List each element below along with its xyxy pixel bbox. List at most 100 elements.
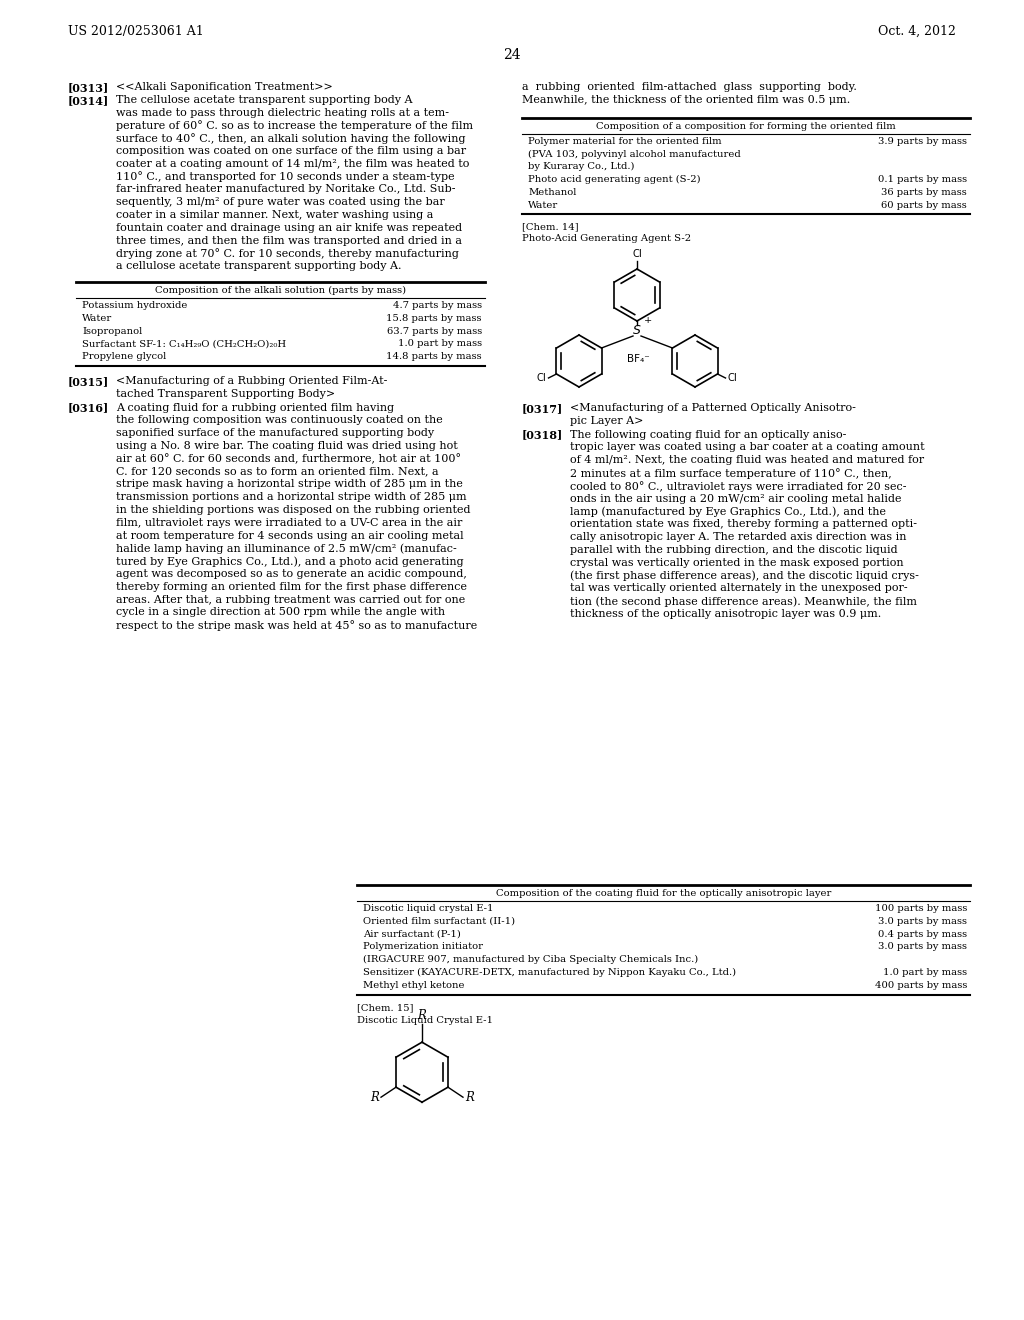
Text: Discotic Liquid Crystal E-1: Discotic Liquid Crystal E-1	[357, 1016, 493, 1026]
Text: Air surfactant (P-1): Air surfactant (P-1)	[362, 929, 461, 939]
Text: [0313]: [0313]	[68, 82, 110, 92]
Text: Water: Water	[528, 201, 558, 210]
Text: 3.9 parts by mass: 3.9 parts by mass	[878, 136, 967, 145]
Text: A coating fluid for a rubbing oriented film having: A coating fluid for a rubbing oriented f…	[116, 403, 394, 413]
Text: far-infrared heater manufactured by Noritake Co., Ltd. Sub-: far-infrared heater manufactured by Nori…	[116, 185, 456, 194]
Text: areas. After that, a rubbing treatment was carried out for one: areas. After that, a rubbing treatment w…	[116, 594, 465, 605]
Text: agent was decomposed so as to generate an acidic compound,: agent was decomposed so as to generate a…	[116, 569, 467, 579]
Text: onds in the air using a 20 mW/cm² air cooling metal halide: onds in the air using a 20 mW/cm² air co…	[570, 494, 901, 504]
Text: a cellulose acetate transparent supporting body A.: a cellulose acetate transparent supporti…	[116, 261, 401, 271]
Text: Polymer material for the oriented film: Polymer material for the oriented film	[528, 136, 722, 145]
Text: coater in a similar manner. Next, water washing using a: coater in a similar manner. Next, water …	[116, 210, 433, 220]
Text: at room temperature for 4 seconds using an air cooling metal: at room temperature for 4 seconds using …	[116, 531, 464, 541]
Text: Meanwhile, the thickness of the oriented film was 0.5 μm.: Meanwhile, the thickness of the oriented…	[522, 95, 850, 104]
Text: respect to the stripe mask was held at 45° so as to manufacture: respect to the stripe mask was held at 4…	[116, 620, 477, 631]
Text: orientation state was fixed, thereby forming a patterned opti-: orientation state was fixed, thereby for…	[570, 519, 918, 529]
Text: S: S	[633, 325, 641, 338]
Text: Water: Water	[82, 314, 113, 323]
Text: halide lamp having an illuminance of 2.5 mW/cm² (manufac-: halide lamp having an illuminance of 2.5…	[116, 544, 457, 554]
Text: 3.0 parts by mass: 3.0 parts by mass	[878, 942, 967, 952]
Text: [0318]: [0318]	[522, 429, 563, 441]
Text: 4.7 parts by mass: 4.7 parts by mass	[393, 301, 482, 310]
Text: in the shielding portions was disposed on the rubbing oriented: in the shielding portions was disposed o…	[116, 506, 470, 515]
Text: [0315]: [0315]	[68, 376, 110, 387]
Text: Discotic liquid crystal E-1: Discotic liquid crystal E-1	[362, 904, 494, 913]
Text: drying zone at 70° C. for 10 seconds, thereby manufacturing: drying zone at 70° C. for 10 seconds, th…	[116, 248, 459, 259]
Text: fountain coater and drainage using an air knife was repeated: fountain coater and drainage using an ai…	[116, 223, 462, 232]
Text: 36 parts by mass: 36 parts by mass	[882, 187, 967, 197]
Text: 0.1 parts by mass: 0.1 parts by mass	[878, 176, 967, 183]
Text: Potassium hydroxide: Potassium hydroxide	[82, 301, 187, 310]
Text: tached Transparent Supporting Body>: tached Transparent Supporting Body>	[116, 389, 335, 399]
Text: using a No. 8 wire bar. The coating fluid was dried using hot: using a No. 8 wire bar. The coating flui…	[116, 441, 458, 451]
Text: The cellulose acetate transparent supporting body A: The cellulose acetate transparent suppor…	[116, 95, 413, 104]
Text: BF₄⁻: BF₄⁻	[627, 354, 650, 364]
Text: stripe mask having a horizontal stripe width of 285 μm in the: stripe mask having a horizontal stripe w…	[116, 479, 463, 490]
Text: 1.0 part by mass: 1.0 part by mass	[398, 339, 482, 348]
Text: Sensitizer (KAYACURE-DETX, manufactured by Nippon Kayaku Co., Ltd.): Sensitizer (KAYACURE-DETX, manufactured …	[362, 968, 736, 977]
Text: 1.0 part by mass: 1.0 part by mass	[883, 968, 967, 977]
Text: air at 60° C. for 60 seconds and, furthermore, hot air at 100°: air at 60° C. for 60 seconds and, furthe…	[116, 454, 461, 465]
Text: a  rubbing  oriented  film-attached  glass  supporting  body.: a rubbing oriented film-attached glass s…	[522, 82, 857, 92]
Text: tured by Eye Graphics Co., Ltd.), and a photo acid generating: tured by Eye Graphics Co., Ltd.), and a …	[116, 556, 464, 566]
Text: parallel with the rubbing direction, and the discotic liquid: parallel with the rubbing direction, and…	[570, 545, 898, 554]
Text: three times, and then the film was transported and dried in a: three times, and then the film was trans…	[116, 235, 462, 246]
Text: cooled to 80° C., ultraviolet rays were irradiated for 20 sec-: cooled to 80° C., ultraviolet rays were …	[570, 480, 906, 491]
Text: Composition of the alkali solution (parts by mass): Composition of the alkali solution (part…	[155, 286, 407, 296]
Text: [0316]: [0316]	[68, 403, 110, 413]
Text: [Chem. 14]: [Chem. 14]	[522, 222, 579, 231]
Text: sequently, 3 ml/m² of pure water was coated using the bar: sequently, 3 ml/m² of pure water was coa…	[116, 197, 444, 207]
Text: 3.0 parts by mass: 3.0 parts by mass	[878, 917, 967, 925]
Text: [0314]: [0314]	[68, 95, 110, 106]
Text: [Chem. 15]: [Chem. 15]	[357, 1003, 414, 1012]
Text: thickness of the optically anisotropic layer was 0.9 μm.: thickness of the optically anisotropic l…	[570, 609, 882, 619]
Text: thereby forming an oriented film for the first phase difference: thereby forming an oriented film for the…	[116, 582, 467, 591]
Text: of 4 ml/m². Next, the coating fluid was heated and matured for: of 4 ml/m². Next, the coating fluid was …	[570, 455, 924, 465]
Text: Polymerization initiator: Polymerization initiator	[362, 942, 483, 952]
Text: cycle in a single direction at 500 rpm while the angle with: cycle in a single direction at 500 rpm w…	[116, 607, 445, 618]
Text: Propylene glycol: Propylene glycol	[82, 352, 166, 362]
Text: Methyl ethyl ketone: Methyl ethyl ketone	[362, 981, 465, 990]
Text: surface to 40° C., then, an alkali solution having the following: surface to 40° C., then, an alkali solut…	[116, 133, 466, 144]
Text: R: R	[465, 1090, 474, 1104]
Text: <<Alkali Saponification Treatment>>: <<Alkali Saponification Treatment>>	[116, 82, 333, 92]
Text: (IRGACURE 907, manufactured by Ciba Specialty Chemicals Inc.): (IRGACURE 907, manufactured by Ciba Spec…	[362, 956, 698, 965]
Text: perature of 60° C. so as to increase the temperature of the film: perature of 60° C. so as to increase the…	[116, 120, 473, 131]
Text: Cl: Cl	[632, 249, 642, 259]
Text: 60 parts by mass: 60 parts by mass	[882, 201, 967, 210]
Text: Composition of a composition for forming the oriented film: Composition of a composition for forming…	[596, 121, 896, 131]
Text: lamp (manufactured by Eye Graphics Co., Ltd.), and the: lamp (manufactured by Eye Graphics Co., …	[570, 507, 886, 517]
Text: tropic layer was coated using a bar coater at a coating amount: tropic layer was coated using a bar coat…	[570, 442, 925, 453]
Text: <Manufacturing of a Patterned Optically Anisotro-: <Manufacturing of a Patterned Optically …	[570, 403, 856, 413]
Text: Cl: Cl	[727, 374, 737, 383]
Text: by Kuraray Co., Ltd.): by Kuraray Co., Ltd.)	[528, 162, 635, 172]
Text: pic Layer A>: pic Layer A>	[570, 416, 643, 426]
Text: tal was vertically oriented alternately in the unexposed por-: tal was vertically oriented alternately …	[570, 583, 907, 593]
Text: [0317]: [0317]	[522, 403, 563, 414]
Text: Oriented film surfactant (II-1): Oriented film surfactant (II-1)	[362, 917, 515, 925]
Text: 24: 24	[503, 48, 521, 62]
Text: Cl: Cl	[537, 374, 547, 383]
Text: C. for 120 seconds so as to form an oriented film. Next, a: C. for 120 seconds so as to form an orie…	[116, 466, 438, 477]
Text: <Manufacturing of a Rubbing Oriented Film-At-: <Manufacturing of a Rubbing Oriented Fil…	[116, 376, 387, 385]
Text: Oct. 4, 2012: Oct. 4, 2012	[879, 25, 956, 38]
Text: was made to pass through dielectric heating rolls at a tem-: was made to pass through dielectric heat…	[116, 108, 449, 117]
Text: Methanol: Methanol	[528, 187, 577, 197]
Text: 0.4 parts by mass: 0.4 parts by mass	[878, 929, 967, 939]
Text: 2 minutes at a film surface temperature of 110° C., then,: 2 minutes at a film surface temperature …	[570, 469, 892, 479]
Text: US 2012/0253061 A1: US 2012/0253061 A1	[68, 25, 204, 38]
Text: 400 parts by mass: 400 parts by mass	[874, 981, 967, 990]
Text: Composition of the coating fluid for the optically anisotropic layer: Composition of the coating fluid for the…	[496, 888, 831, 898]
Text: crystal was vertically oriented in the mask exposed portion: crystal was vertically oriented in the m…	[570, 557, 903, 568]
Text: cally anisotropic layer A. The retarded axis direction was in: cally anisotropic layer A. The retarded …	[570, 532, 906, 543]
Text: 63.7 parts by mass: 63.7 parts by mass	[387, 326, 482, 335]
Text: the following composition was continuously coated on the: the following composition was continuous…	[116, 416, 442, 425]
Text: 15.8 parts by mass: 15.8 parts by mass	[386, 314, 482, 323]
Text: (the first phase difference areas), and the discotic liquid crys-: (the first phase difference areas), and …	[570, 570, 919, 581]
Text: 110° C., and transported for 10 seconds under a steam-type: 110° C., and transported for 10 seconds …	[116, 172, 455, 182]
Text: Photo-Acid Generating Agent S-2: Photo-Acid Generating Agent S-2	[522, 234, 691, 243]
Text: transmission portions and a horizontal stripe width of 285 μm: transmission portions and a horizontal s…	[116, 492, 467, 502]
Text: (PVA 103, polyvinyl alcohol manufactured: (PVA 103, polyvinyl alcohol manufactured	[528, 149, 740, 158]
Text: Isopropanol: Isopropanol	[82, 326, 142, 335]
Text: R: R	[370, 1090, 379, 1104]
